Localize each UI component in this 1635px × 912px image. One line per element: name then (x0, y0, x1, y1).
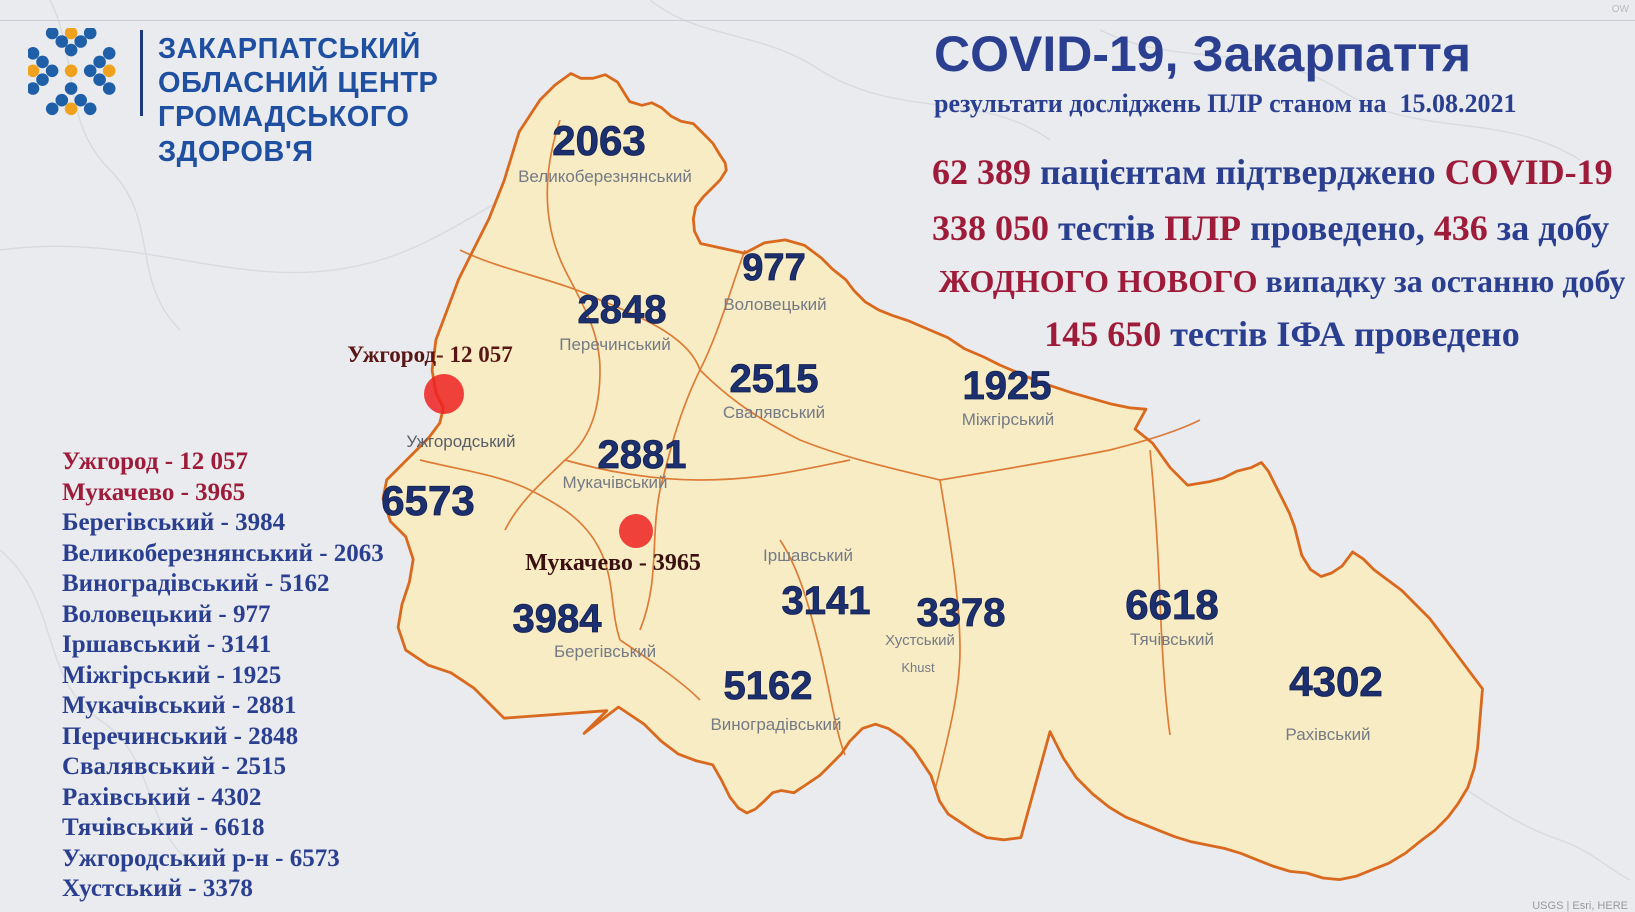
svg-text:2848: 2848 (578, 288, 667, 332)
svg-text:Берегівський: Берегівський (554, 642, 656, 661)
svg-text:Міжгірський: Міжгірський (962, 410, 1055, 429)
svg-text:2881: 2881 (598, 433, 687, 477)
svg-text:3378: 3378 (917, 591, 1006, 635)
svg-text:Мукачівський: Мукачівський (562, 473, 667, 492)
svg-text:Воловецький: Воловецький (723, 295, 826, 314)
svg-text:2515: 2515 (730, 357, 819, 401)
svg-text:6618: 6618 (1125, 581, 1218, 628)
svg-text:3984: 3984 (513, 597, 603, 641)
svg-text:977: 977 (742, 247, 805, 289)
svg-text:Свалявський: Свалявський (723, 403, 825, 422)
svg-text:Рахівський: Рахівський (1285, 725, 1370, 744)
svg-text:Виноградівський: Виноградівський (710, 715, 841, 734)
svg-text:Khust: Khust (901, 660, 935, 675)
svg-text:4302: 4302 (1289, 658, 1382, 705)
svg-text:Мукачево - 3965: Мукачево - 3965 (525, 550, 701, 576)
svg-text:1925: 1925 (963, 364, 1052, 408)
svg-text:Хустський: Хустський (885, 632, 955, 649)
svg-text:Великоберезнянський: Великоберезнянський (518, 167, 692, 186)
svg-text:Перечинський: Перечинський (559, 335, 671, 354)
svg-text:Іршавський: Іршавський (763, 546, 853, 565)
svg-text:Тячівський: Тячівський (1130, 630, 1214, 649)
svg-text:2063: 2063 (552, 117, 645, 164)
svg-text:3141: 3141 (782, 579, 871, 623)
svg-text:Ужгород- 12 057: Ужгород- 12 057 (347, 342, 512, 367)
svg-text:5162: 5162 (724, 664, 813, 708)
svg-text:USGS | Esri, HERE: USGS | Esri, HERE (1532, 900, 1628, 912)
svg-text:OW: OW (1612, 4, 1630, 15)
